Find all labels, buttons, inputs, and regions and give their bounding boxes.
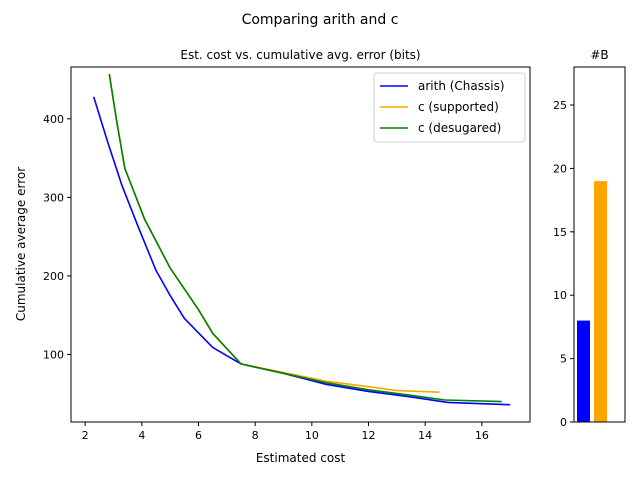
x-tick-label: 2 bbox=[82, 429, 89, 442]
x-tick-label: 8 bbox=[252, 429, 259, 442]
legend-label: arith (Chassis) bbox=[418, 79, 505, 93]
bar-y-axis-ticks: 0 5 10 15 20 25 bbox=[553, 99, 574, 429]
line-chart-title: Est. cost vs. cumulative avg. error (bit… bbox=[180, 48, 420, 62]
bar-y-tick-label: 25 bbox=[553, 99, 567, 112]
line-chart: Est. cost vs. cumulative avg. error (bit… bbox=[14, 48, 531, 465]
bar-chart: #B 0 5 10 15 20 25 bbox=[553, 48, 626, 429]
bar-y-tick-label: 10 bbox=[553, 289, 567, 302]
bar-y-tick-label: 15 bbox=[553, 226, 567, 239]
series-line-1 bbox=[92, 96, 511, 406]
bar-1 bbox=[577, 320, 590, 422]
legend-label: c (supported) bbox=[418, 100, 499, 114]
x-tick-label: 12 bbox=[362, 429, 376, 442]
bars bbox=[577, 181, 607, 422]
x-axis-label: Estimated cost bbox=[256, 451, 346, 465]
y-axis-ticks: 100 200 300 400 bbox=[43, 113, 71, 361]
y-tick-label: 300 bbox=[43, 191, 64, 204]
x-tick-label: 16 bbox=[475, 429, 489, 442]
x-tick-label: 6 bbox=[195, 429, 202, 442]
series-lines bbox=[92, 73, 511, 406]
bar-chart-frame bbox=[573, 66, 626, 423]
y-axis-label: Cumulative average error bbox=[14, 167, 28, 321]
x-axis-ticks: 2 4 6 8 10 12 14 16 bbox=[82, 422, 489, 442]
y-tick-label: 200 bbox=[43, 270, 64, 283]
x-tick-label: 10 bbox=[305, 429, 319, 442]
legend: arith (Chassis) c (supported) c (desugared… bbox=[373, 72, 526, 143]
bar-y-tick-label: 5 bbox=[560, 353, 567, 366]
legend-label: c (desugared) bbox=[418, 121, 501, 135]
x-tick-label: 14 bbox=[418, 429, 432, 442]
x-tick-label: 4 bbox=[138, 429, 145, 442]
series-line-3 bbox=[108, 73, 502, 403]
bar-y-tick-label: 20 bbox=[553, 162, 567, 175]
y-tick-label: 100 bbox=[43, 348, 64, 361]
line-chart-frame bbox=[70, 66, 531, 423]
bar-2 bbox=[594, 181, 607, 422]
y-tick-label: 400 bbox=[43, 113, 64, 126]
bar-chart-title: #B bbox=[590, 48, 608, 62]
figure-suptitle: Comparing arith and c bbox=[242, 12, 399, 28]
legend-box bbox=[373, 72, 526, 143]
bar-y-tick-label: 0 bbox=[560, 416, 567, 429]
